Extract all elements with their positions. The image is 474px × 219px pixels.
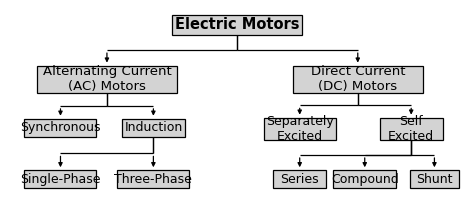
FancyBboxPatch shape (25, 119, 97, 137)
FancyBboxPatch shape (293, 65, 423, 94)
FancyBboxPatch shape (273, 170, 327, 188)
FancyBboxPatch shape (264, 118, 336, 140)
Text: Self
Excited: Self Excited (388, 115, 434, 143)
FancyBboxPatch shape (380, 118, 443, 140)
FancyBboxPatch shape (37, 65, 177, 94)
Text: Single-Phase: Single-Phase (20, 173, 101, 186)
FancyBboxPatch shape (118, 170, 190, 188)
FancyBboxPatch shape (122, 119, 185, 137)
FancyBboxPatch shape (172, 14, 302, 35)
Text: Compound: Compound (331, 173, 399, 186)
Text: Series: Series (281, 173, 319, 186)
Text: Induction: Induction (124, 121, 182, 134)
Text: Alternating Current
(AC) Motors: Alternating Current (AC) Motors (43, 65, 171, 94)
Text: Three-Phase: Three-Phase (114, 173, 192, 186)
Text: Direct Current
(DC) Motors: Direct Current (DC) Motors (310, 65, 405, 94)
Text: Separately
Excited: Separately Excited (266, 115, 334, 143)
Text: Synchronous: Synchronous (20, 121, 101, 134)
Text: Shunt: Shunt (416, 173, 453, 186)
FancyBboxPatch shape (333, 170, 396, 188)
FancyBboxPatch shape (410, 170, 459, 188)
Text: Electric Motors: Electric Motors (175, 17, 299, 32)
FancyBboxPatch shape (25, 170, 97, 188)
